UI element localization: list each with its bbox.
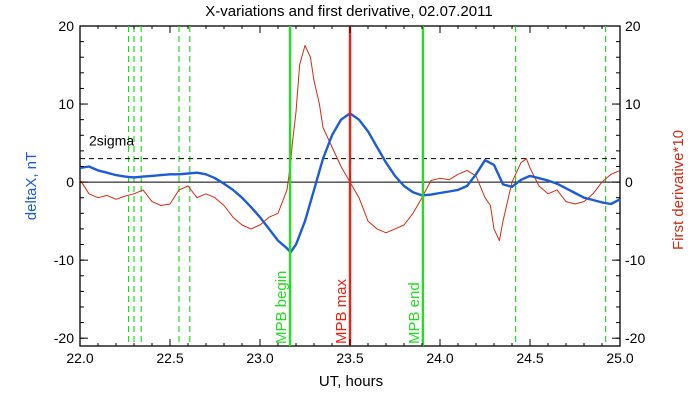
x-axis: 22.0 22.5 23.0 23.5 24.0 24.5 25.0 <box>66 26 634 366</box>
y-left-tick-label-3: 10 <box>58 96 74 112</box>
x-tick-label-3: 23.5 <box>336 350 363 366</box>
series-line-deltaX <box>79 112 621 254</box>
threshold-label: 2sigma <box>89 133 134 149</box>
y-axis-right-title: First derivative*10 <box>670 130 687 250</box>
vertical-marker-label-1: MPB max <box>333 278 350 344</box>
vertical-marker-label-2: MPB end <box>406 282 423 344</box>
x-tick-label-1: 22.5 <box>156 350 183 366</box>
y-left-tick-label-4: 20 <box>58 18 74 34</box>
y-left-tick-label-2: 0 <box>66 174 74 190</box>
x-tick-label-6: 25.0 <box>606 350 633 366</box>
x-tick-label-4: 24.0 <box>426 350 453 366</box>
series-group <box>79 45 621 254</box>
y-right-tick-label-3: 10 <box>625 96 641 112</box>
x-axis-title: UT, hours <box>319 373 383 390</box>
x-tick-label-5: 24.5 <box>516 350 543 366</box>
y-left-tick-label-0: -20 <box>54 330 74 346</box>
y-right-tick-label-2: 0 <box>625 174 633 190</box>
y-axis-right: -20 -10 0 10 20 <box>612 18 645 346</box>
series-line-derivative <box>79 45 621 242</box>
y-right-tick-label-1: -10 <box>625 252 645 268</box>
x-tick-label-2: 23.0 <box>246 350 273 366</box>
dashed-marker-group <box>128 26 607 346</box>
x-tick-label-0: 22.0 <box>66 350 93 366</box>
y-right-tick-label-0: -20 <box>625 330 645 346</box>
vertical-marker-label-0: MPB begin <box>273 271 290 344</box>
vertical-marker-group: MPB begin MPB max MPB end <box>273 26 425 346</box>
y-axis-left: -20 -10 0 10 20 <box>54 18 88 346</box>
y-left-tick-label-1: -10 <box>54 252 74 268</box>
chart-title: X-variations and first derivative, 02.07… <box>205 3 492 20</box>
y-right-tick-label-4: 20 <box>625 18 641 34</box>
y-axis-left-title: deltaX, nT <box>23 152 40 220</box>
